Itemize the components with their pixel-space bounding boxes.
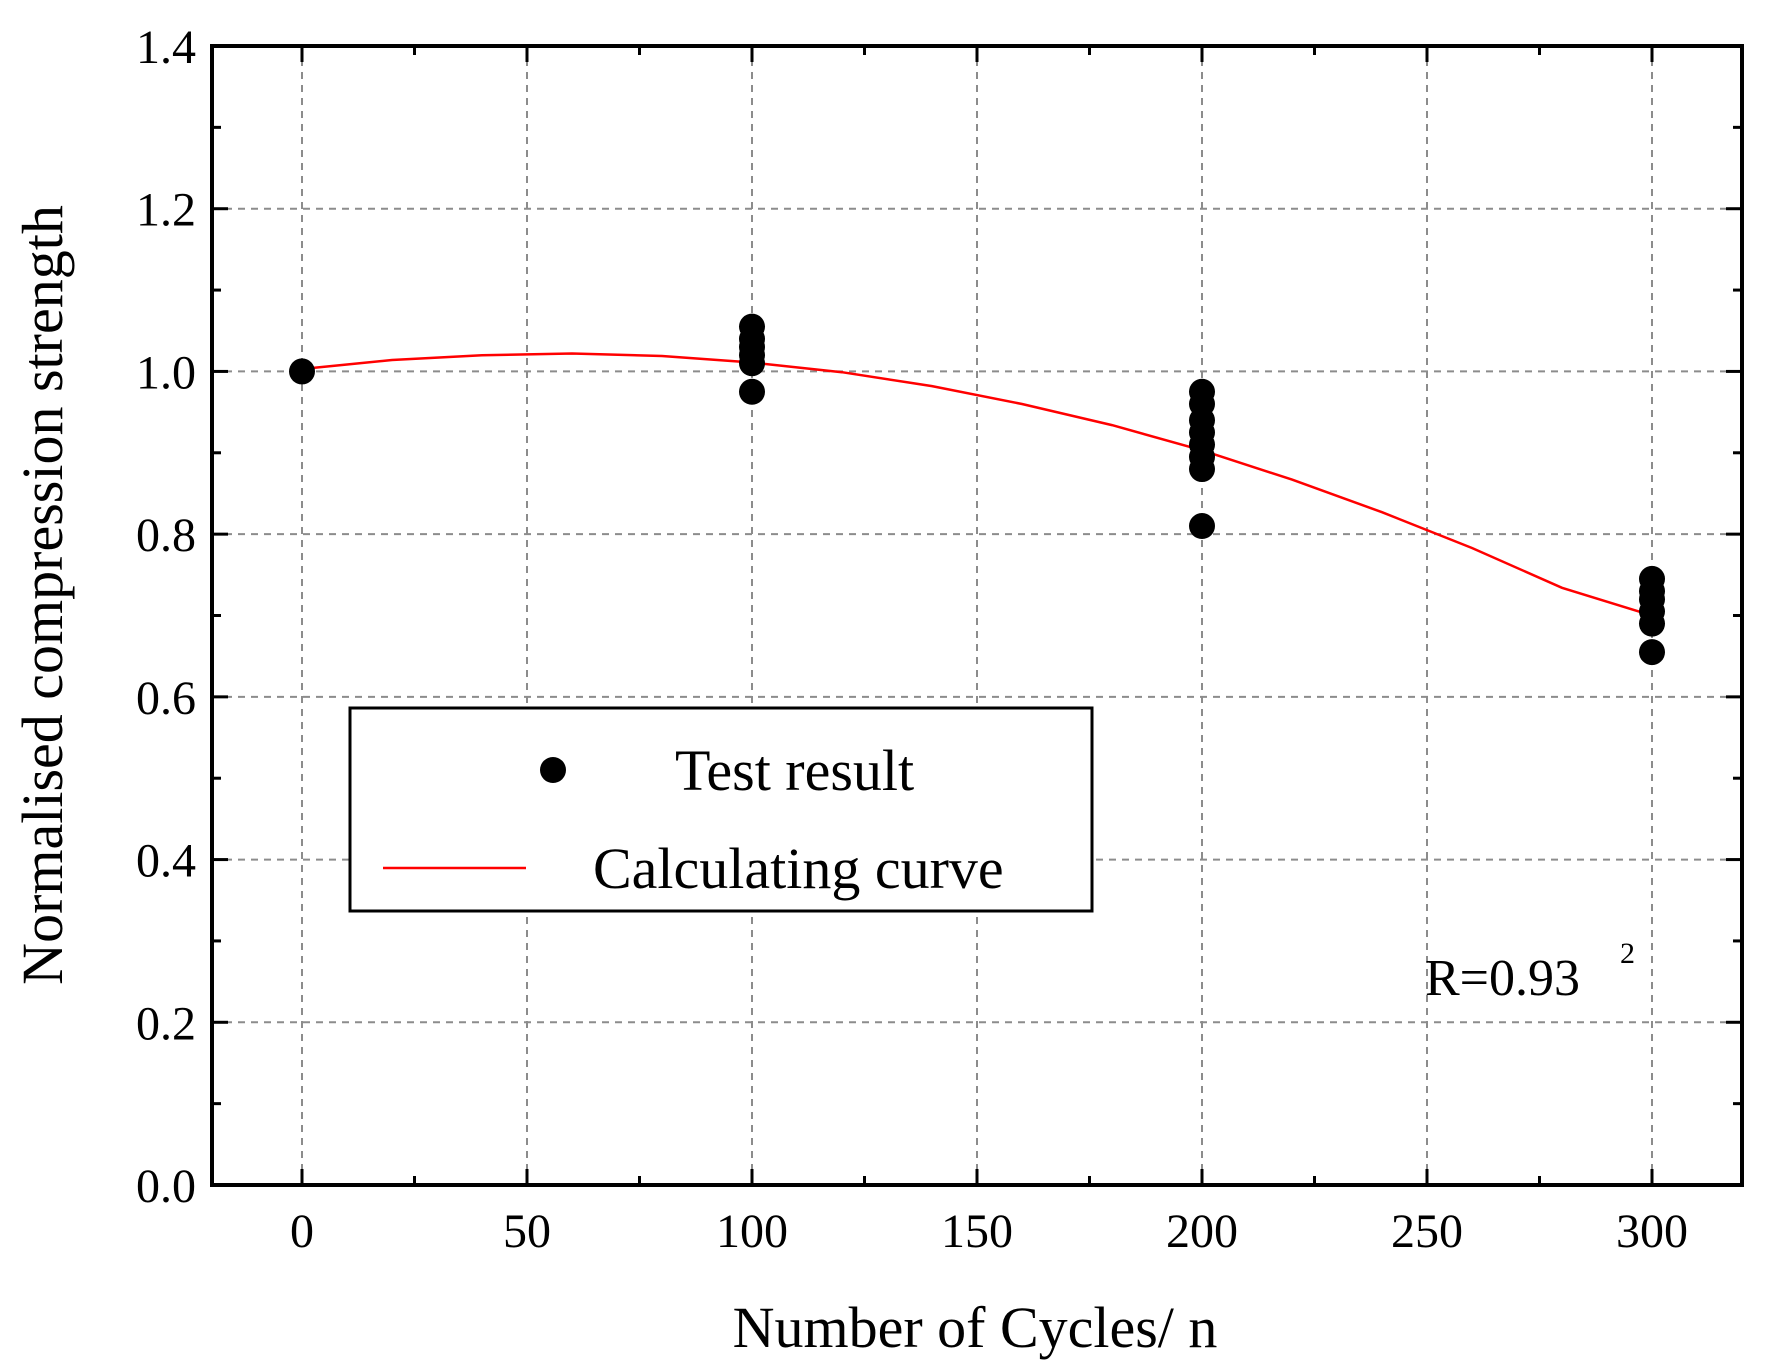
x-tick-label: 300	[1616, 1205, 1688, 1258]
y-tick-label: 0.8	[136, 509, 196, 562]
axes	[210, 44, 1744, 1187]
y-tick-label: 0.0	[136, 1160, 196, 1213]
y-tick-label: 1.4	[136, 21, 196, 74]
r-squared-superscript: 2	[1620, 937, 1635, 970]
legend-marker-test-result	[540, 757, 566, 783]
test-result-point	[1639, 639, 1665, 666]
test-result-point	[739, 378, 765, 405]
legend-box	[348, 706, 1094, 913]
y-tick-label: 0.2	[136, 997, 196, 1050]
r-squared-value: R=0.93	[1425, 950, 1580, 1007]
test-result-points	[289, 313, 1665, 666]
y-tick-label: 0.4	[136, 835, 196, 888]
x-tick-label: 250	[1391, 1205, 1463, 1258]
test-result-point	[1189, 513, 1215, 540]
legend-label-calculating-curve: Calculating curve	[593, 836, 1004, 901]
grid-lines	[212, 46, 1742, 1185]
x-tick-label: 200	[1166, 1205, 1238, 1258]
x-tick-label: 100	[716, 1205, 788, 1258]
x-tick-label: 150	[941, 1205, 1013, 1258]
x-tick-label: 50	[503, 1205, 551, 1258]
legend: Test result Calculating curve	[348, 706, 1094, 913]
calculating-curve-line	[301, 352, 1653, 617]
y-tick-label: 0.6	[136, 672, 196, 725]
test-result-point	[1189, 456, 1215, 483]
y-tick-label: 1.0	[136, 346, 196, 399]
legend-label-test-result: Test result	[675, 738, 914, 803]
calculating-curve-layer	[301, 352, 1653, 617]
test-result-point	[289, 358, 315, 385]
tick-labels: 0 50 100 150 200 250 300 0.0 0.2 0.4 0.6 0.8 1.0 1.2 1…	[136, 21, 1688, 1258]
test-result-point	[1639, 610, 1665, 637]
r-squared-annotation: R=0.93 2	[1425, 937, 1635, 1007]
x-tick-label: 0	[290, 1205, 314, 1258]
y-axis-title: Normalised compression strength	[10, 205, 75, 985]
test-result-point	[739, 350, 765, 377]
y-tick-label: 1.2	[136, 184, 196, 237]
x-axis-title: Number of Cycles/ n	[733, 1295, 1218, 1360]
